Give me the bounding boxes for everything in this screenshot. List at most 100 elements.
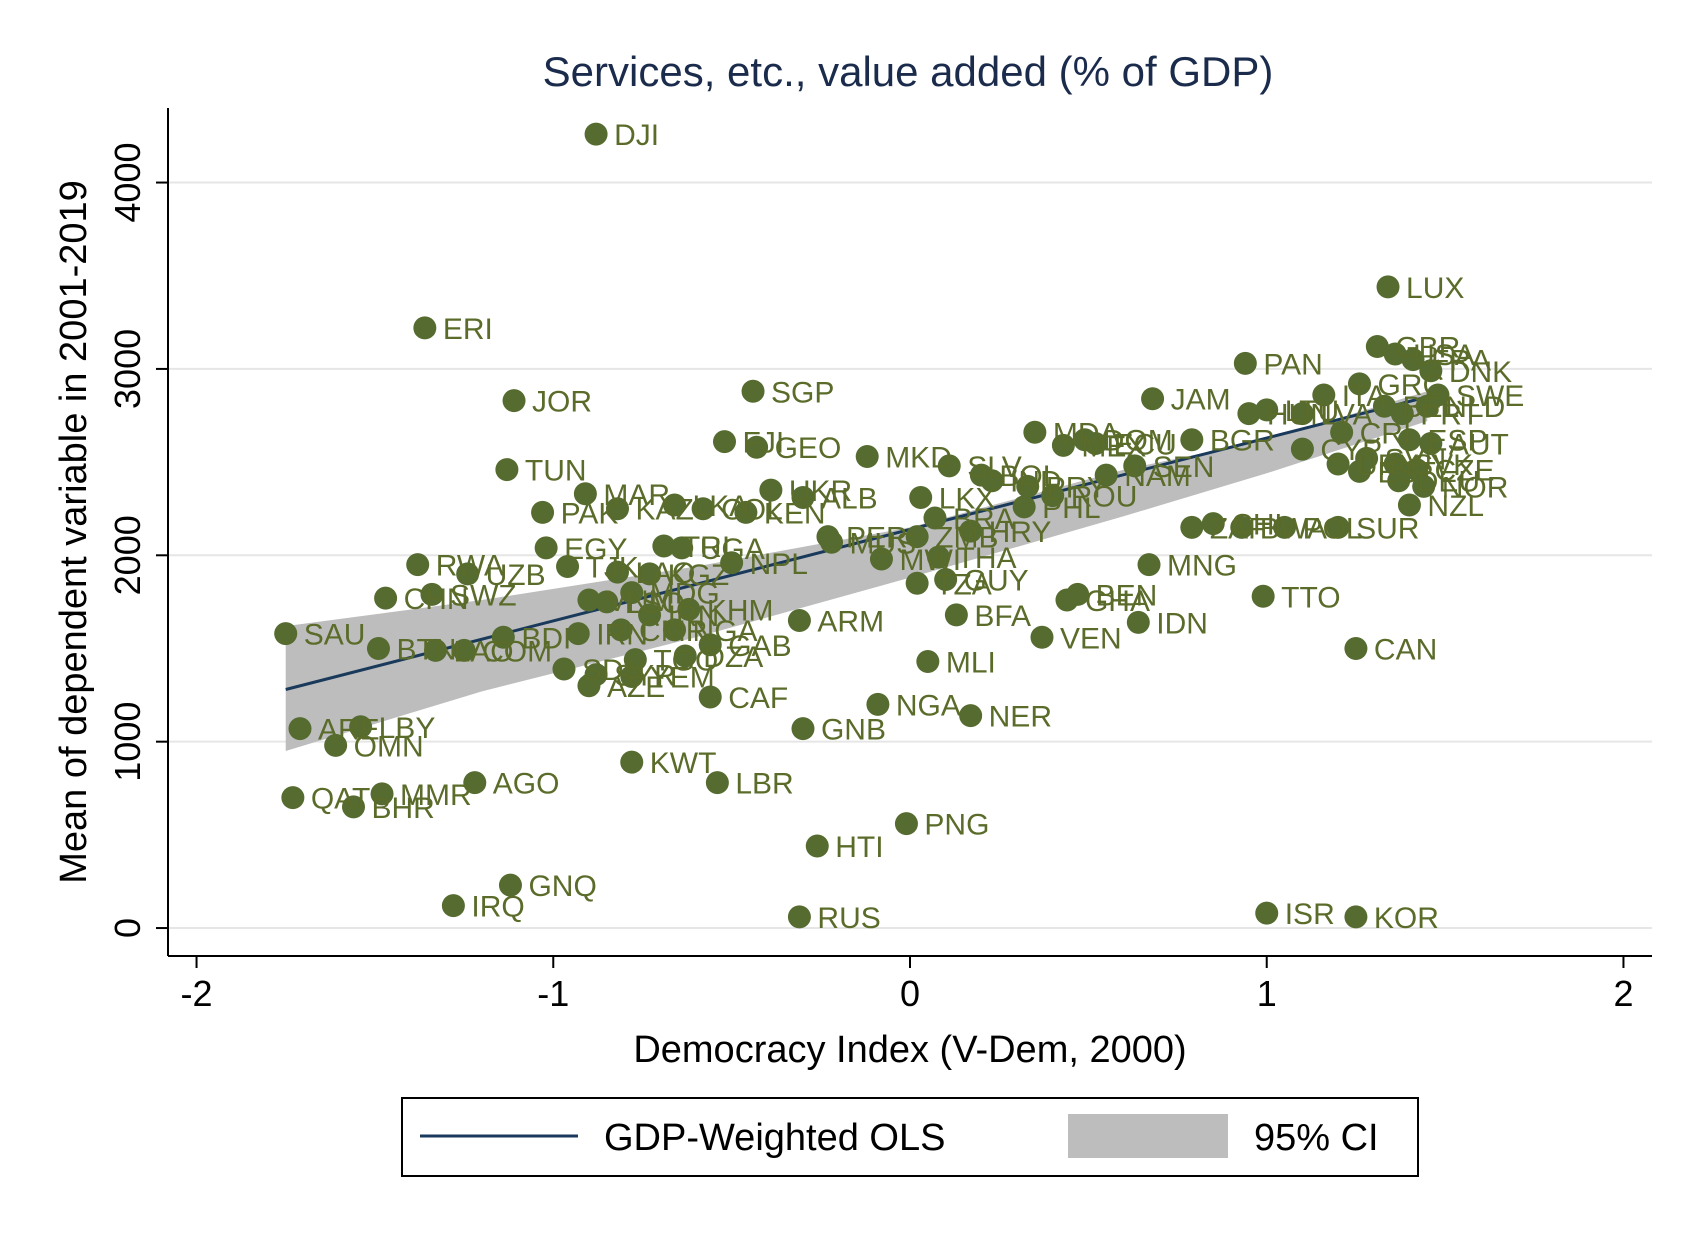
point-label: MAR — [603, 479, 670, 512]
point-label: QAT — [311, 783, 370, 816]
data-point — [1251, 584, 1275, 608]
data-point — [1372, 394, 1396, 418]
data-point — [1237, 402, 1261, 426]
point-label: BDI — [521, 622, 571, 655]
data-point — [820, 530, 844, 554]
point-label: BTN — [396, 633, 456, 666]
data-point — [595, 590, 619, 614]
legend-ci-label: 95% CI — [1254, 1117, 1379, 1159]
point-label: SEN — [1153, 451, 1215, 484]
data-point — [791, 486, 815, 510]
point-label: COL — [721, 494, 783, 527]
point-label: GHA — [1085, 585, 1150, 618]
point-label: PRT — [1420, 399, 1479, 432]
data-point — [452, 638, 476, 662]
data-point — [1141, 387, 1165, 411]
data-point — [1344, 636, 1368, 660]
data-point — [1365, 335, 1389, 359]
point-label: SLV — [967, 451, 1021, 484]
point-label: LBR — [735, 768, 793, 801]
point-label: KHM — [707, 594, 774, 627]
point-label: ARM — [817, 606, 884, 639]
point-label: ROU — [1071, 481, 1138, 514]
data-point — [531, 500, 555, 524]
data-point — [1084, 431, 1107, 455]
data-point — [1180, 515, 1204, 539]
point-label: SWE — [1456, 380, 1524, 413]
data-point — [420, 582, 444, 606]
point-label: NZL — [1427, 490, 1484, 523]
point-label: USA — [1413, 339, 1475, 372]
point-label: CMR — [639, 615, 707, 648]
data-point — [691, 497, 715, 521]
y-tick-label: 4000 — [107, 143, 148, 223]
point-label: SWZ — [450, 579, 517, 612]
point-label: CAN — [1374, 633, 1437, 666]
data-point — [1290, 437, 1314, 461]
data-point — [605, 497, 629, 521]
point-label: UKR — [789, 475, 852, 508]
data-point — [894, 812, 918, 836]
data-point — [705, 771, 729, 795]
point-label: ZMB — [935, 522, 998, 555]
legend-fit-label: GDP-Weighted OLS — [604, 1117, 945, 1159]
point-label: DJI — [614, 119, 659, 152]
y-tick-label: 3000 — [107, 329, 148, 409]
point-label: AZE — [607, 671, 665, 704]
point-label: CRI — [1360, 417, 1412, 450]
data-point — [609, 618, 633, 642]
data-point — [441, 894, 465, 918]
data-point — [698, 633, 722, 657]
point-label: GUY — [964, 565, 1029, 598]
data-point — [1290, 402, 1314, 426]
y-tick-label: 1000 — [107, 702, 148, 782]
point-label: GBR — [1395, 332, 1460, 365]
point-label: ARE — [318, 714, 380, 747]
point-label: FRA — [1431, 345, 1491, 378]
point-label: FJI — [743, 427, 785, 460]
point-label: SVN — [1385, 443, 1447, 476]
data-point — [673, 644, 697, 668]
data-point — [1344, 905, 1368, 929]
point-label: NGA — [896, 689, 961, 722]
point-label: GEO — [775, 432, 842, 465]
data-point — [577, 588, 601, 612]
point-label: UGA — [700, 533, 765, 566]
data-point — [1051, 433, 1075, 457]
data-point — [1016, 474, 1040, 498]
data-point — [741, 379, 765, 403]
point-label: PRY — [1046, 471, 1107, 504]
point-label: KOR — [1374, 902, 1439, 935]
data-point — [787, 609, 811, 633]
point-label: SVK — [1413, 449, 1473, 482]
data-point — [934, 568, 958, 592]
point-label: LUX — [1406, 272, 1464, 305]
data-point — [605, 560, 629, 584]
point-label: MKD — [885, 442, 952, 475]
point-label: ERI — [443, 313, 493, 346]
data-point — [463, 771, 487, 795]
data-point — [638, 603, 662, 627]
point-label: PER — [846, 522, 908, 555]
point-label: GRC — [1377, 369, 1444, 402]
legend: GDP-Weighted OLS 95% CI — [401, 1097, 1419, 1177]
data-point — [1387, 469, 1411, 493]
point-label: BOL — [999, 460, 1059, 493]
y-tick-label: 2000 — [107, 515, 148, 595]
point-label: NAM — [1124, 460, 1191, 493]
data-point — [720, 551, 744, 575]
point-label: CHL — [1231, 509, 1291, 542]
data-point — [1419, 359, 1443, 383]
data-point — [652, 534, 676, 558]
x-tick-label: -1 — [537, 973, 569, 1014]
data-point — [1419, 431, 1443, 455]
point-label: LKX — [939, 483, 996, 516]
data-point — [573, 482, 597, 506]
data-point — [620, 664, 644, 688]
data-point — [424, 638, 448, 662]
x-axis-label: Democracy Index (V-Dem, 2000) — [633, 1029, 1186, 1071]
data-point — [905, 525, 929, 549]
point-label: LBY — [379, 712, 436, 745]
data-point — [1233, 351, 1257, 375]
